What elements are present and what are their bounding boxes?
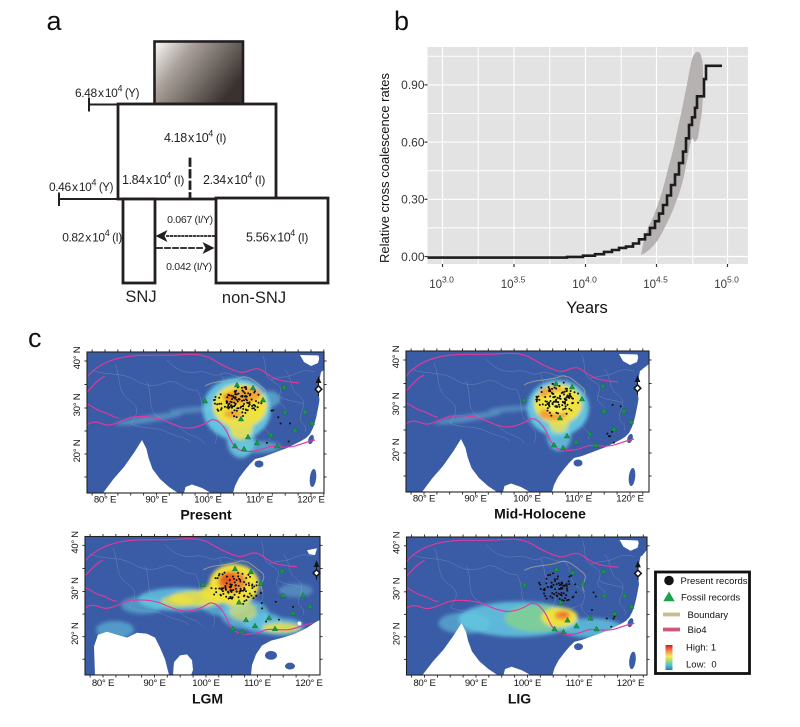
svg-text:30° N: 30° N <box>70 577 81 600</box>
svg-text:100° E: 100° E <box>513 494 540 505</box>
svg-text:5.56 x 104 (I): 5.56 x 104 (I) <box>246 228 308 245</box>
svg-text:110° E: 110° E <box>244 678 271 689</box>
svg-text:Years: Years <box>566 299 608 317</box>
svg-text:100° E: 100° E <box>194 495 221 506</box>
svg-text:SNJ: SNJ <box>125 288 156 306</box>
svg-text:b: b <box>394 6 409 36</box>
svg-text:Present: Present <box>180 507 232 523</box>
svg-text:0.60: 0.60 <box>401 135 425 149</box>
svg-text:80° E: 80° E <box>413 678 435 689</box>
svg-text:90° E: 90° E <box>143 678 165 689</box>
svg-text:30° N: 30° N <box>391 577 402 600</box>
svg-text:0.46 x 104 (Y): 0.46 x 104 (Y) <box>49 178 114 195</box>
svg-text:0.30: 0.30 <box>401 193 425 207</box>
svg-text:40° N: 40° N <box>391 345 402 368</box>
svg-text:High: 1: High: 1 <box>686 643 716 654</box>
svg-text:90° E: 90° E <box>145 495 167 506</box>
svg-text:20° N: 20° N <box>70 622 81 645</box>
svg-text:Bio4: Bio4 <box>688 625 707 636</box>
svg-text:Boundary: Boundary <box>688 610 729 621</box>
svg-text:2.34 x 104 (I): 2.34 x 104 (I) <box>203 171 265 188</box>
svg-text:80° E: 80° E <box>94 495 116 506</box>
svg-text:120° E: 120° E <box>617 678 644 689</box>
svg-text:100° E: 100° E <box>514 678 541 689</box>
svg-text:120° E: 120° E <box>297 495 324 506</box>
svg-text:40° N: 40° N <box>70 531 81 554</box>
svg-text:110° E: 110° E <box>565 494 592 505</box>
svg-text:Mid-Holocene: Mid-Holocene <box>494 506 586 522</box>
svg-text:30° N: 30° N <box>391 392 402 415</box>
svg-text:20° N: 20° N <box>72 439 83 462</box>
svg-text:110° E: 110° E <box>566 678 593 689</box>
svg-text:0.90: 0.90 <box>401 78 425 92</box>
svg-text:non-SNJ: non-SNJ <box>222 289 286 307</box>
svg-text:100° E: 100° E <box>192 678 219 689</box>
svg-text:Low: 0: Low: 0 <box>686 660 717 671</box>
svg-text:Present records: Present records <box>681 576 748 587</box>
svg-text:120° E: 120° E <box>295 678 322 689</box>
svg-text:1.84 x 104 (I): 1.84 x 104 (I) <box>122 171 184 188</box>
svg-text:30° N: 30° N <box>72 393 83 416</box>
svg-text:90° E: 90° E <box>464 494 486 505</box>
svg-text:a: a <box>47 6 63 36</box>
svg-text:20° N: 20° N <box>391 622 402 645</box>
svg-text:6.48 x 104 (Y): 6.48 x 104 (Y) <box>75 84 140 101</box>
svg-text:40° N: 40° N <box>391 531 402 554</box>
svg-text:40° N: 40° N <box>72 346 83 369</box>
svg-text:80° E: 80° E <box>92 678 114 689</box>
svg-text:Fossil records: Fossil records <box>681 593 740 604</box>
svg-text:0.00: 0.00 <box>401 250 425 264</box>
svg-text:80° E: 80° E <box>413 494 435 505</box>
svg-text:0.067 (I/Y): 0.067 (I/Y) <box>167 214 213 226</box>
svg-text:Relative cross coalescence rat: Relative cross coalescence rates <box>377 72 392 263</box>
svg-text:4.18 x 104 (I): 4.18 x 104 (I) <box>164 129 226 146</box>
svg-text:c: c <box>28 323 42 353</box>
svg-text:LIG: LIG <box>508 691 531 707</box>
svg-text:110° E: 110° E <box>246 495 273 506</box>
svg-text:20° N: 20° N <box>391 438 402 461</box>
svg-text:0.042 (I/Y): 0.042 (I/Y) <box>166 261 212 273</box>
svg-text:120° E: 120° E <box>616 494 643 505</box>
svg-text:LGM: LGM <box>192 690 223 706</box>
svg-text:90° E: 90° E <box>465 678 487 689</box>
